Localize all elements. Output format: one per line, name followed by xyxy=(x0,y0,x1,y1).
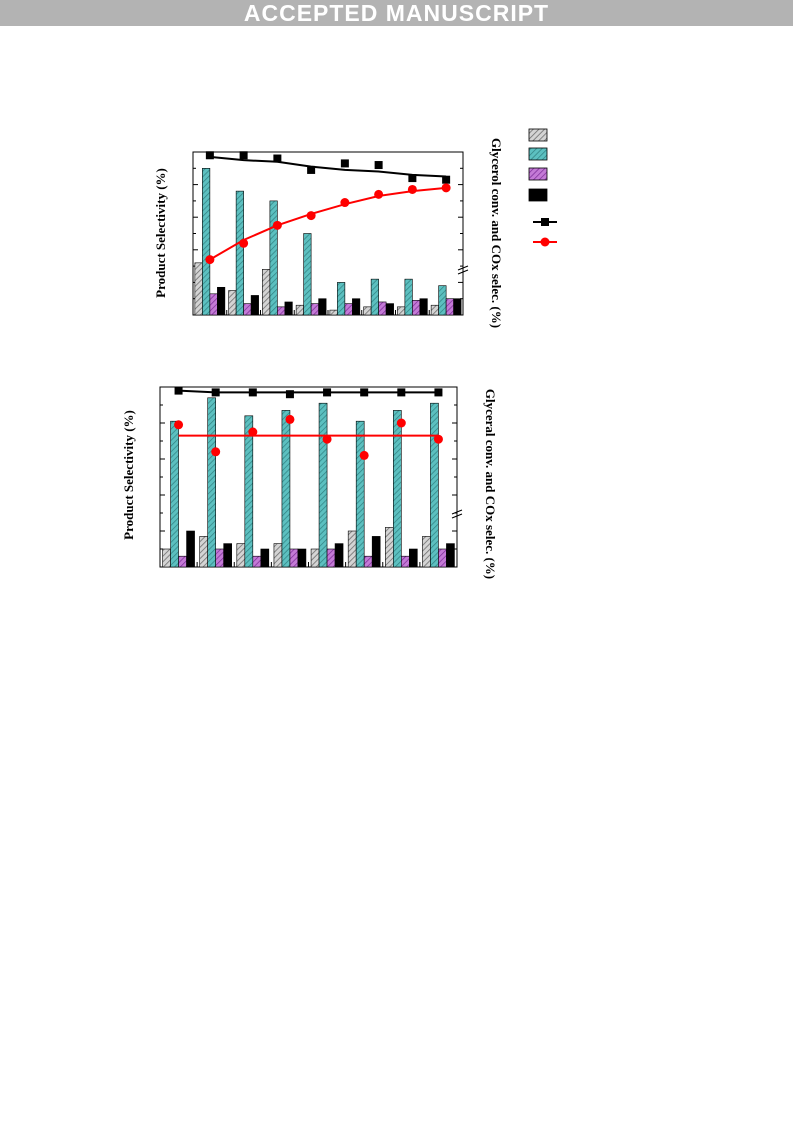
legend-swatch-bar-black xyxy=(528,188,548,202)
bar-black xyxy=(352,298,361,316)
legend-swatch-bar-gray-hatch xyxy=(528,128,548,142)
bar-gray-hatch xyxy=(236,543,246,568)
bar-teal-hatch xyxy=(303,233,312,316)
conversion-point xyxy=(397,388,406,397)
axis-break-mark xyxy=(457,265,469,275)
conversion-point xyxy=(205,151,214,160)
cox-point xyxy=(285,414,295,424)
conversion-fit-line xyxy=(209,155,447,178)
bar-teal-hatch xyxy=(269,200,278,316)
bar-teal-hatch xyxy=(430,402,439,568)
bar-black xyxy=(186,530,195,568)
bar-teal-hatch xyxy=(244,415,254,568)
legend-marker-square xyxy=(541,218,549,226)
legend-swatch-bar-purple-hatch xyxy=(528,167,548,181)
cox-point xyxy=(407,184,417,194)
conversion-point xyxy=(248,388,257,397)
cox-point xyxy=(433,434,443,444)
cox-point xyxy=(174,420,184,430)
y2-axis-title: Glyceral conv. and COx selec. (%) xyxy=(483,389,498,579)
bar-black xyxy=(371,536,381,568)
bar-black xyxy=(446,543,455,568)
axis-break-mark xyxy=(451,509,463,519)
cox-point xyxy=(248,427,258,437)
bar-gray-hatch xyxy=(310,548,320,568)
bar-teal-hatch xyxy=(404,278,413,316)
bar-teal-hatch xyxy=(202,168,211,316)
bar-purple-hatch xyxy=(178,555,187,568)
bar-black xyxy=(217,286,226,316)
chart-bottom: Product Selectivity (%) Glyceral conv. a… xyxy=(121,386,498,579)
bar-black xyxy=(453,298,462,316)
bar-purple-hatch xyxy=(438,548,447,568)
legend xyxy=(528,128,557,247)
bar-gray-hatch xyxy=(347,530,357,568)
bar-gray-hatch xyxy=(422,536,431,568)
bar-teal-hatch xyxy=(370,278,379,316)
y-axis-title: Product Selectivity (%) xyxy=(121,410,136,540)
bar-black xyxy=(223,543,232,568)
cox-point xyxy=(322,434,332,444)
bar-gray-hatch xyxy=(162,548,171,568)
bar-purple-hatch xyxy=(326,548,336,568)
conversion-point xyxy=(239,151,248,160)
bar-gray-hatch xyxy=(199,536,208,568)
cox-point xyxy=(205,255,215,265)
bar-black xyxy=(297,548,307,568)
conversion-point xyxy=(323,388,332,397)
cox-point xyxy=(306,211,316,221)
bar-gray-hatch xyxy=(385,527,394,568)
chart-top: Product Selectivity (%) Glycerol conv. a… xyxy=(153,128,557,328)
bar-black xyxy=(334,543,344,568)
cox-point xyxy=(239,238,249,248)
bar-black xyxy=(250,295,259,316)
conversion-point xyxy=(360,388,369,397)
bar-purple-hatch xyxy=(252,555,262,568)
bar-teal-hatch xyxy=(170,420,179,568)
cox-point xyxy=(359,450,369,460)
conversion-point xyxy=(174,386,183,395)
bar-teal-hatch xyxy=(318,402,328,568)
conversion-point xyxy=(273,154,282,163)
bar-purple-hatch xyxy=(289,548,299,568)
y-axis-title: Product Selectivity (%) xyxy=(153,168,168,298)
legend-marker-circle xyxy=(540,237,550,247)
conversion-point xyxy=(307,165,316,174)
bar-black xyxy=(318,298,327,316)
bar-gray-hatch xyxy=(273,543,283,568)
conversion-fit-line xyxy=(178,389,439,394)
conversion-point xyxy=(340,159,349,168)
conversion-point xyxy=(434,388,443,397)
bar-black xyxy=(385,303,394,316)
cox-point xyxy=(396,418,406,428)
cox-point xyxy=(211,447,221,457)
bar-teal-hatch xyxy=(207,397,216,568)
bar-purple-hatch xyxy=(363,555,373,568)
cox-fit-line xyxy=(209,186,447,261)
bar-black xyxy=(419,298,428,316)
y2-axis-title: Glycerol conv. and COx selec. (%) xyxy=(489,138,504,328)
cox-point xyxy=(340,198,350,208)
bar-black xyxy=(284,301,293,316)
bar-teal-hatch xyxy=(393,410,402,568)
bar-black xyxy=(260,548,270,568)
cox-point xyxy=(374,189,384,199)
bar-teal-hatch xyxy=(281,410,291,568)
conversion-point xyxy=(285,390,294,399)
cox-point xyxy=(441,183,451,193)
conversion-point xyxy=(211,388,220,397)
cox-point xyxy=(272,220,282,230)
conversion-point xyxy=(374,161,383,170)
accepted-manuscript-banner: ACCEPTED MANUSCRIPT xyxy=(0,0,793,26)
bar-purple-hatch xyxy=(401,555,410,568)
bar-black xyxy=(409,548,418,568)
bar-purple-hatch xyxy=(215,548,224,568)
conversion-point xyxy=(442,175,451,184)
conversion-point xyxy=(408,174,417,183)
bar-teal-hatch xyxy=(355,420,365,568)
bar-teal-hatch xyxy=(337,282,346,316)
legend-swatch-bar-teal-hatch xyxy=(528,147,548,161)
bar-teal-hatch xyxy=(235,190,244,316)
